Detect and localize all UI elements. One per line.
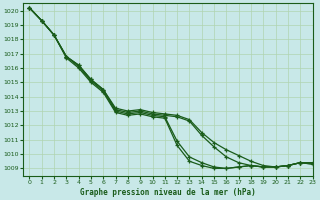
X-axis label: Graphe pression niveau de la mer (hPa): Graphe pression niveau de la mer (hPa) xyxy=(80,188,256,197)
